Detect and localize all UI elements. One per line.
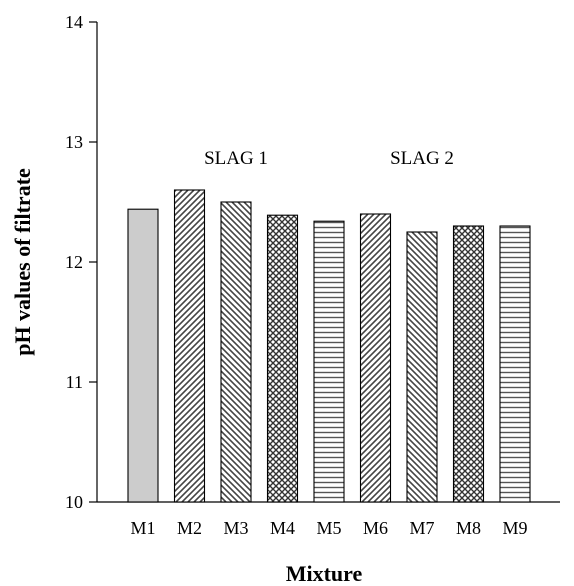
x-tick-label: M6	[363, 518, 388, 538]
y-tick-label: 14	[65, 12, 83, 32]
bar-m6	[359, 213, 392, 503]
y-axis: 10 11 12 13 14	[65, 12, 98, 512]
bar-m1	[127, 208, 159, 503]
x-tick-label: M2	[177, 518, 202, 538]
y-tick-label: 12	[65, 252, 83, 272]
bar-m8	[452, 225, 485, 503]
x-tick-label: M3	[223, 518, 248, 538]
x-tick-label: M1	[130, 518, 155, 538]
annotation-label: SLAG 2	[390, 148, 454, 169]
x-tick-label: M4	[270, 518, 295, 538]
y-tick-label: 10	[65, 492, 83, 512]
bar-m7	[406, 231, 438, 503]
bar-m3	[220, 201, 252, 503]
bars	[127, 189, 531, 503]
bar-m2	[173, 189, 206, 503]
y-axis-title: pH values of filtrate	[10, 168, 35, 356]
y-tick-label: 13	[65, 132, 83, 152]
annotations: SLAG 1 SLAG 2	[204, 148, 454, 169]
x-tick-label: M7	[409, 518, 434, 538]
x-tick-label: M5	[316, 518, 341, 538]
bar-m9	[499, 225, 531, 503]
y-tick-label: 11	[66, 372, 83, 392]
x-tick-label: M8	[456, 518, 481, 538]
bar-m4	[266, 214, 299, 503]
x-axis: M1 M2 M3 M4 M5 M6 M7 M8 M9	[97, 501, 560, 538]
annotation-label: SLAG 1	[204, 148, 268, 169]
x-axis-title: Mixture	[286, 561, 363, 586]
bar-m5	[313, 220, 345, 503]
x-tick-label: M9	[502, 518, 527, 538]
